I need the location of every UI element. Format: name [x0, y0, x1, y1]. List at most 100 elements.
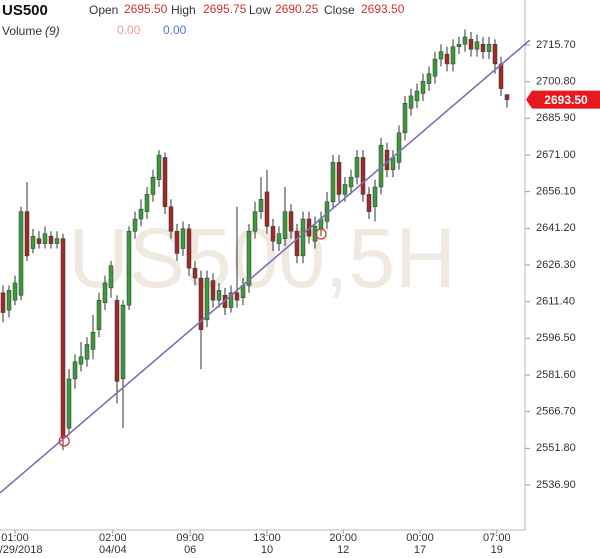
y-tick-label: 2715.70 — [536, 39, 576, 51]
candle-body — [336, 162, 342, 195]
x-tick-date: 12 — [337, 544, 349, 556]
candle-body — [144, 194, 150, 212]
candle-body — [480, 44, 486, 52]
candle-body — [102, 282, 108, 303]
candle-body — [414, 90, 420, 102]
candle-body — [366, 194, 372, 212]
y-tick-label: 2626.30 — [536, 259, 576, 271]
candle-body — [60, 238, 66, 439]
y-tick-label: 2656.10 — [536, 186, 576, 198]
candle-body — [96, 299, 102, 330]
candle-body — [474, 41, 480, 50]
candle-body — [48, 235, 54, 244]
candle-body — [204, 277, 210, 321]
x-tick-date: 19 — [491, 544, 503, 556]
candle-body — [114, 299, 120, 382]
candle-body — [120, 304, 126, 380]
candle-body — [138, 208, 144, 220]
candle-body — [108, 265, 114, 289]
anchor-marker — [58, 435, 70, 447]
candle-body — [246, 231, 252, 286]
x-tick-label: 00:00 — [406, 532, 434, 544]
candle-body — [174, 231, 180, 254]
candle-body — [36, 238, 42, 244]
x-tick-date: 04/04 — [99, 544, 127, 556]
close-value: 2693.50 — [361, 2, 405, 16]
candle-body — [210, 280, 216, 301]
y-tick-label: 2611.40 — [536, 296, 575, 308]
candle-body — [396, 132, 402, 163]
candle-body — [30, 235, 36, 249]
candle-body — [432, 58, 438, 77]
candle-body — [498, 63, 504, 89]
low-label: Low — [249, 3, 271, 17]
y-tick-label: 2700.80 — [536, 76, 576, 88]
watermark: US500,5H — [68, 211, 456, 305]
candle-body — [426, 73, 432, 84]
candle-body — [390, 157, 396, 171]
candle-body — [312, 226, 318, 242]
high-label: High — [171, 3, 196, 17]
candle-body — [420, 80, 426, 94]
candle-body — [126, 231, 132, 306]
candle-body — [6, 290, 12, 311]
candle-body — [258, 199, 264, 212]
y-tick-label: 2536.90 — [536, 479, 576, 491]
last-price-label: 2693.50 — [544, 93, 588, 107]
candle-body — [450, 46, 456, 65]
candle-body — [438, 51, 444, 60]
candle-body — [288, 211, 294, 232]
candle-body — [360, 157, 366, 195]
y-tick-label: 2641.20 — [536, 222, 576, 234]
x-tick-date: 06 — [184, 544, 196, 556]
y-tick-label: 2671.00 — [536, 149, 576, 161]
open-label: Open — [89, 3, 118, 17]
candle-body — [72, 361, 78, 380]
candle-body — [456, 44, 462, 47]
candle-body — [300, 218, 306, 257]
x-tick-date: 10 — [261, 544, 273, 556]
candle-body — [462, 36, 468, 45]
candle-body — [192, 267, 198, 279]
candle-body — [180, 228, 186, 249]
x-tick-label: 07:00 — [483, 532, 511, 544]
candle-body — [282, 211, 288, 239]
candle-body — [0, 292, 6, 313]
candle-body — [444, 53, 450, 65]
candle-body — [354, 157, 360, 178]
candle-body — [150, 176, 156, 195]
anchor-marker — [315, 228, 327, 240]
candle-body — [132, 218, 138, 232]
candle-body — [372, 186, 378, 207]
y-tick-label: 2581.60 — [536, 369, 576, 381]
candle-body — [216, 290, 222, 301]
candle-body — [24, 211, 30, 257]
candle-body — [408, 95, 414, 109]
x-tick-date: 03/29/2018 — [0, 544, 43, 556]
candle-body — [264, 191, 270, 227]
open-value: 2695.50 — [124, 2, 168, 16]
header: US500 Open 2695.50 High 2695.75 Low 2690… — [2, 2, 405, 38]
x-tick-label: 02:00 — [99, 532, 127, 544]
candle-body — [156, 154, 162, 180]
candle-body — [294, 231, 300, 257]
candle-body — [54, 238, 60, 244]
candle-body — [90, 331, 96, 350]
volume-label: Volume — [2, 24, 42, 38]
y-tick-label: 2566.70 — [536, 406, 576, 418]
volume-a: 0.00 — [117, 23, 141, 37]
y-tick-label: 2596.50 — [536, 332, 576, 344]
candle-body — [270, 226, 276, 242]
candle-body — [18, 211, 24, 296]
trendline — [0, 39, 531, 494]
last-price-tag — [526, 90, 600, 109]
volume-period: (9) — [45, 24, 60, 38]
candle-body — [342, 184, 348, 195]
x-tick-label: 01:00 — [1, 532, 29, 544]
candle-body — [252, 211, 258, 232]
volume-b: 0.00 — [163, 23, 187, 37]
y-tick-label: 2685.90 — [536, 112, 576, 124]
x-tick-label: 13:00 — [253, 532, 281, 544]
x-tick-date: 17 — [414, 544, 426, 556]
